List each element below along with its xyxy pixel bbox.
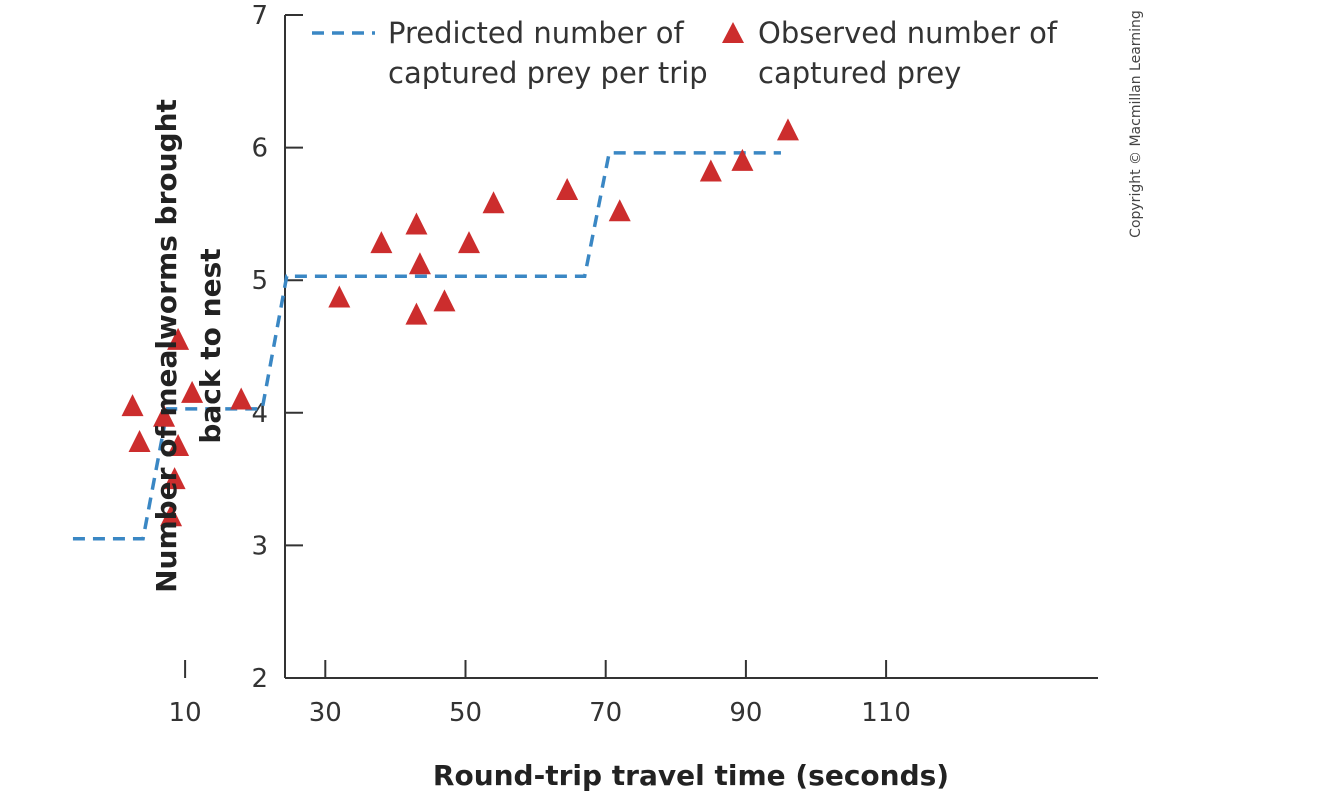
x-tick-label: 90 [729,698,762,728]
y-tick-label: 4 [251,399,268,429]
x-tick-label: 50 [449,698,482,728]
observed-prey-point [167,433,190,456]
observed-prey-point [121,394,144,417]
y-tick-label: 7 [251,1,268,31]
observed-prey-point [160,504,183,527]
data-series [72,118,799,541]
y-axis-title: Number of mealworms brought back to nest [150,99,227,593]
y-tick-label: 2 [251,664,268,694]
x-axis-title: Round-trip travel time (seconds) [433,759,949,792]
y-tick-label: 3 [251,531,268,561]
observed-prey-point [405,212,428,235]
plot-area [284,15,1098,679]
observed-prey-point [230,387,253,410]
x-tick-label: 10 [169,698,202,728]
legend: Predicted number of captured prey per tr… [312,16,1058,90]
legend-label-predicted-line-1: Predicted number of [388,16,684,50]
observed-prey-point [167,327,190,350]
copyright-text: Copyright © Macmillan Learning [1128,10,1144,238]
observed-prey-point [405,302,428,325]
y-axis-title-line-1: Number of mealworms brought [150,99,183,593]
x-tick-label: 70 [589,698,622,728]
observed-prey-point [482,191,505,214]
observed-prey-point [556,178,579,201]
x-tick-label: 30 [309,698,342,728]
legend-triangle-marker [722,22,744,43]
observed-prey-point [408,252,431,275]
copyright-notice: Copyright © Macmillan Learning [1128,10,1144,238]
observed-prey-point [181,380,204,403]
observed-prey-point [699,159,722,182]
observed-prey-point [153,404,176,427]
observed-prey-point [458,231,481,254]
observed-prey-point [731,148,754,171]
legend-label-observed-line-1: Observed number of [758,16,1058,50]
x-tick-label: 110 [861,698,911,728]
y-tick-label: 6 [251,134,268,164]
observed-prey-point [163,467,186,490]
observed-prey-point [370,231,393,254]
axis-ticks: 10 30 50 70 90 110 2 3 4 5 6 7 [169,1,911,728]
y-axis-title-line-2: back to nest [194,248,227,443]
observed-prey-point [608,199,631,222]
observed-prey-point [128,429,151,452]
y-tick-label: 5 [251,266,268,296]
legend-label-observed-line-2: captured prey [758,56,961,90]
legend-label-predicted-line-2: captured prey per trip [388,56,708,90]
observed-prey-point [433,289,456,312]
observed-prey-point [776,118,799,141]
predicted-prey-line [72,151,781,541]
observed-prey-point [328,285,351,308]
